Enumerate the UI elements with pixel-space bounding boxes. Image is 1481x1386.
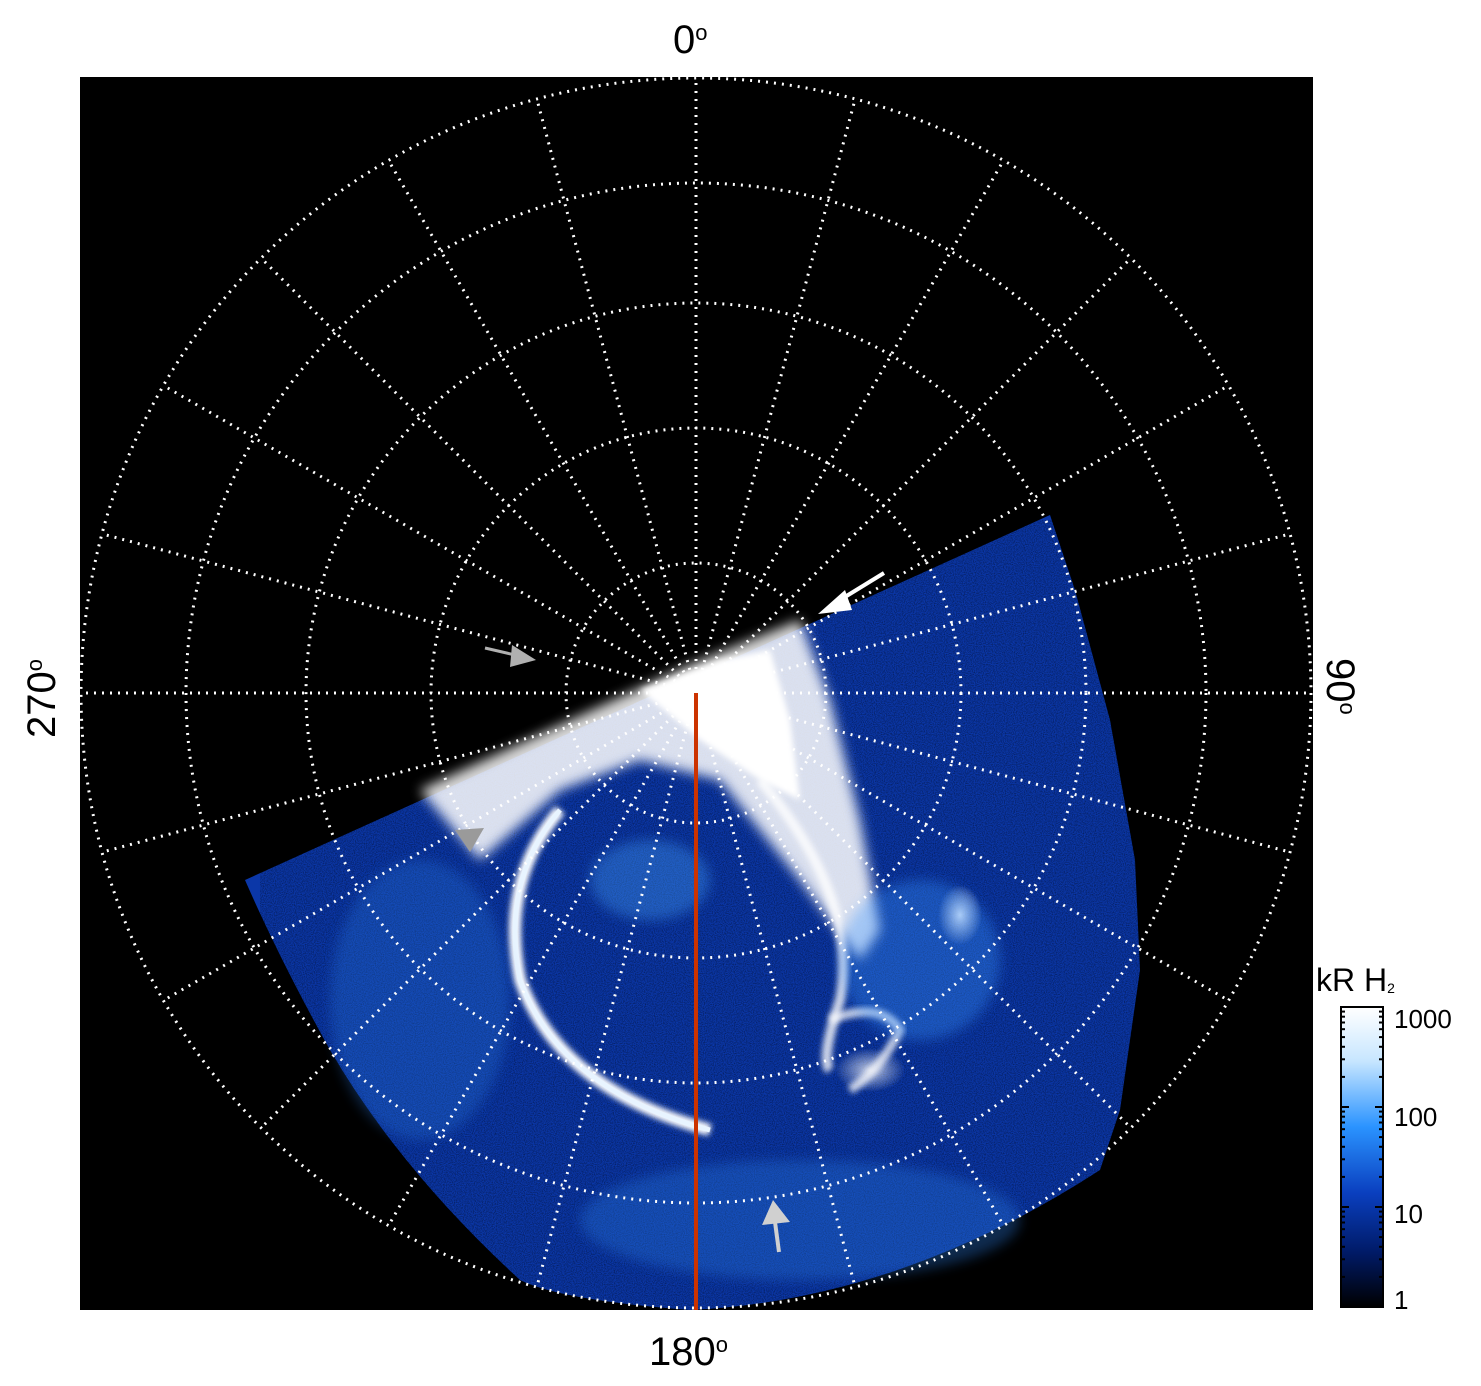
longitude-meridian xyxy=(260,691,698,1129)
longitude-meridian xyxy=(695,691,1291,854)
longitude-meridian xyxy=(694,692,1005,1227)
longitude-meridian xyxy=(694,691,1132,1129)
longitude-meridian xyxy=(695,691,1230,1002)
longitude-meridian xyxy=(101,691,697,854)
colorbar-tick-label: 1 xyxy=(1394,1285,1409,1315)
arrow-grey-left xyxy=(484,645,536,667)
colorbar-tick-label: 10 xyxy=(1394,1199,1423,1229)
arrow-grey-bottom xyxy=(762,1200,790,1253)
longitude-meridian xyxy=(694,98,857,694)
longitude-meridian xyxy=(694,692,857,1288)
colorbar-tick-label: 100 xyxy=(1394,1102,1438,1132)
longitude-meridian xyxy=(101,532,697,695)
longitude-meridian xyxy=(162,691,697,1002)
longitude-label-top: 0o xyxy=(673,18,708,62)
longitude-meridian xyxy=(535,692,698,1288)
longitude-meridian xyxy=(695,384,1230,695)
latitude-circle xyxy=(80,77,1313,1310)
arrow-grey-down xyxy=(455,828,484,852)
colorbar-tick-label: 1000 xyxy=(1394,1004,1452,1034)
arrow-white-dayside xyxy=(818,571,886,614)
latitude-circle xyxy=(304,301,1088,1085)
longitude-meridian xyxy=(694,257,1132,695)
longitude-meridian xyxy=(260,257,698,695)
longitude-meridian xyxy=(535,98,698,694)
colorbar xyxy=(1340,1006,1384,1308)
longitude-meridian xyxy=(387,692,698,1227)
longitude-meridian xyxy=(162,384,697,695)
aurora-image xyxy=(245,515,1140,1310)
longitude-label-right: 90o xyxy=(1318,658,1362,715)
longitude-label-left: 270o xyxy=(20,659,64,738)
longitude-meridian xyxy=(694,159,1005,694)
colorbar-title: kR H2 xyxy=(1316,962,1395,998)
longitude-meridian xyxy=(387,159,698,694)
colorbar-gradient xyxy=(1340,1006,1384,1308)
longitude-label-bottom: 180o xyxy=(649,1330,728,1374)
longitude-meridian xyxy=(695,532,1291,695)
